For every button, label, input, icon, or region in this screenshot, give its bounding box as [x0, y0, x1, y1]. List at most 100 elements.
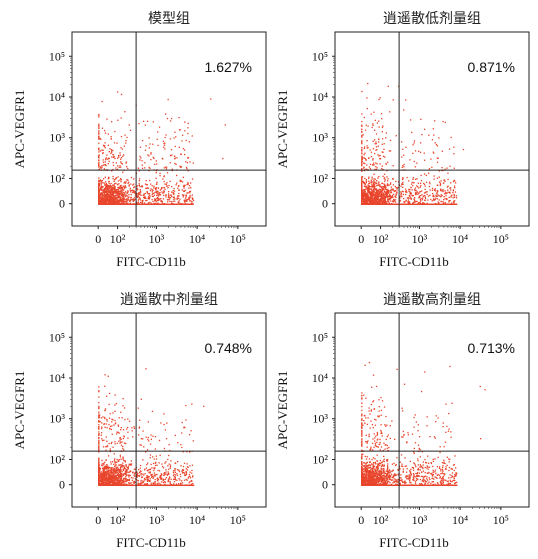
scatter-point	[378, 155, 380, 157]
scatter-point	[443, 196, 445, 198]
scatter-point	[125, 194, 127, 196]
scatter-point	[100, 192, 102, 194]
scatter-point	[375, 162, 377, 164]
scatter-point	[366, 199, 368, 201]
scatter-point	[442, 201, 444, 203]
scatter-point	[452, 190, 454, 192]
scatter-point	[402, 177, 404, 179]
scatter-point	[447, 189, 449, 191]
scatter-point	[169, 120, 172, 122]
scatter-point	[103, 198, 105, 200]
scatter-point	[410, 198, 412, 200]
scatter-point	[365, 197, 367, 200]
scatter-point	[370, 198, 372, 200]
scatter-point	[165, 194, 167, 196]
scatter-point	[147, 192, 149, 195]
scatter-point	[379, 202, 381, 205]
scatter-point	[439, 184, 441, 187]
scatter-point	[141, 164, 143, 166]
scatter-point	[172, 203, 174, 205]
scatter-point	[181, 194, 184, 196]
scatter-point	[148, 166, 150, 168]
scatter-point	[444, 190, 446, 192]
scatter-point	[390, 186, 392, 188]
scatter-point	[440, 203, 442, 205]
scatter-point	[396, 189, 398, 191]
scatter-point	[375, 188, 377, 190]
scatter-point	[125, 140, 127, 142]
scatter-point	[434, 203, 436, 205]
scatter-point	[401, 190, 404, 192]
scatter-point	[170, 194, 173, 196]
scatter-point	[405, 193, 407, 196]
scatter-point	[382, 203, 384, 205]
scatter-point	[174, 198, 176, 200]
scatter-point	[174, 162, 176, 165]
scatter-point	[143, 194, 145, 196]
scatter-point	[157, 131, 159, 133]
scatter-point	[420, 118, 422, 120]
scatter-point	[409, 195, 411, 197]
scatter-point	[375, 195, 377, 197]
scatter-point	[124, 186, 126, 189]
scatter-point	[414, 188, 416, 191]
scatter-point	[180, 166, 183, 168]
scatter-point	[433, 199, 435, 202]
scatter-point	[148, 193, 151, 195]
scatter-point	[419, 151, 422, 153]
scatter-point	[127, 200, 129, 202]
scatter-point	[106, 198, 108, 200]
scatter-point	[161, 203, 163, 205]
scatter-point	[361, 190, 364, 192]
scatter-point	[164, 142, 166, 144]
scatter-point	[436, 184, 438, 186]
scatter-point	[381, 188, 384, 190]
scatter-point	[120, 162, 122, 164]
scatter-point	[362, 193, 365, 195]
scatter-point	[374, 139, 376, 141]
scatter-point	[124, 182, 127, 184]
scatter-point	[108, 200, 110, 203]
scatter-point	[106, 203, 108, 205]
scatter-point	[386, 193, 388, 195]
scatter-point	[177, 201, 179, 203]
scatter-point	[98, 149, 100, 151]
scatter-point	[134, 203, 136, 205]
scatter-point	[125, 181, 127, 183]
scatter-point	[392, 99, 394, 101]
scatter-point	[415, 189, 417, 192]
scatter-point	[424, 159, 426, 161]
scatter-point	[379, 97, 381, 99]
scatter-point	[115, 191, 117, 193]
scatter-point	[111, 150, 113, 152]
scatter-point	[362, 180, 364, 183]
scatter-point	[161, 191, 163, 193]
scatter-point	[363, 162, 365, 164]
scatter-point	[102, 144, 105, 146]
scatter-point	[381, 189, 383, 191]
scatter-point	[388, 190, 390, 193]
scatter-point	[98, 124, 100, 126]
scatter-point	[172, 192, 174, 194]
scatter-point	[176, 182, 178, 184]
scatter-point	[160, 188, 163, 190]
scatter-point	[98, 191, 100, 193]
scatter-point	[373, 190, 375, 192]
scatter-point	[99, 196, 101, 198]
scatter-point	[124, 185, 126, 187]
scatter-point	[435, 197, 437, 199]
scatter-point	[174, 145, 176, 148]
scatter-point	[182, 176, 184, 178]
scatter-point	[157, 144, 159, 147]
scatter-point	[383, 197, 385, 199]
scatter-point	[111, 201, 113, 204]
scatter-point	[130, 183, 132, 185]
scatter-point	[174, 200, 176, 202]
scatter-point	[165, 196, 167, 198]
scatter-point	[105, 182, 107, 185]
scatter-point	[403, 154, 405, 156]
scatter-point	[371, 178, 373, 180]
scatter-point	[188, 141, 190, 143]
scatter-point	[428, 203, 430, 205]
scatter-point	[371, 176, 373, 178]
